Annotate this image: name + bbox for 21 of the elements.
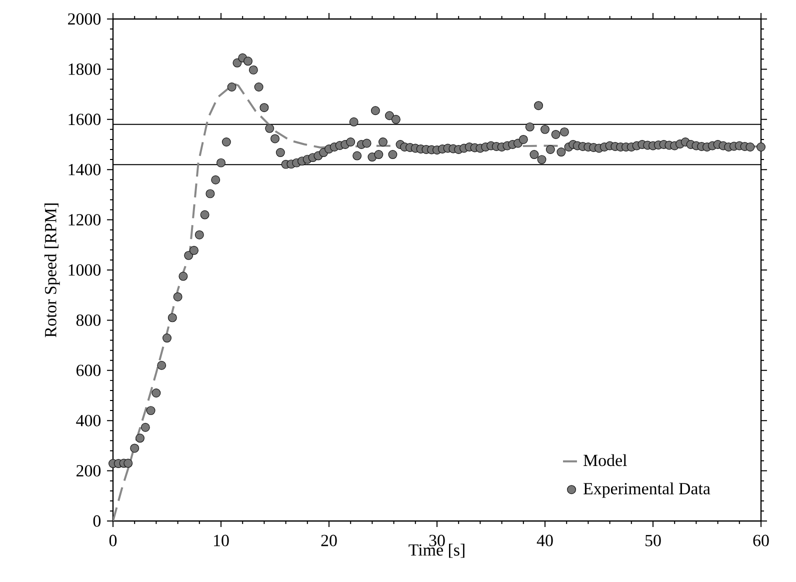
y-tick-label: 800 [76,314,101,326]
legend-label: Experimental Data [584,482,710,498]
y-tick-label: 1800 [68,63,101,75]
x-tick-label: 0 [109,534,117,546]
x-tick-label: 50 [646,534,661,546]
y-tick-label: 1400 [68,164,101,176]
y-tick-label: 1000 [68,264,101,276]
x-tick-label: 20 [321,534,337,546]
y-tick-label: 200 [76,465,101,477]
y-tick-label: 2000 [68,13,101,25]
x-tick-label: 10 [214,534,229,546]
y-tick-label: 600 [76,364,101,376]
legend-label: Model [584,454,627,466]
y-axis-title: Rotor Speed [RPM] [44,204,60,338]
y-tick-label: 0 [93,515,101,527]
x-tick-label: 60 [753,534,769,546]
x-tick-label: 40 [536,534,553,546]
y-tick-label: 400 [76,414,101,426]
y-tick-label: 1200 [68,214,101,226]
x-tick-label: 30 [429,534,445,546]
y-tick-label: 1600 [68,114,101,126]
